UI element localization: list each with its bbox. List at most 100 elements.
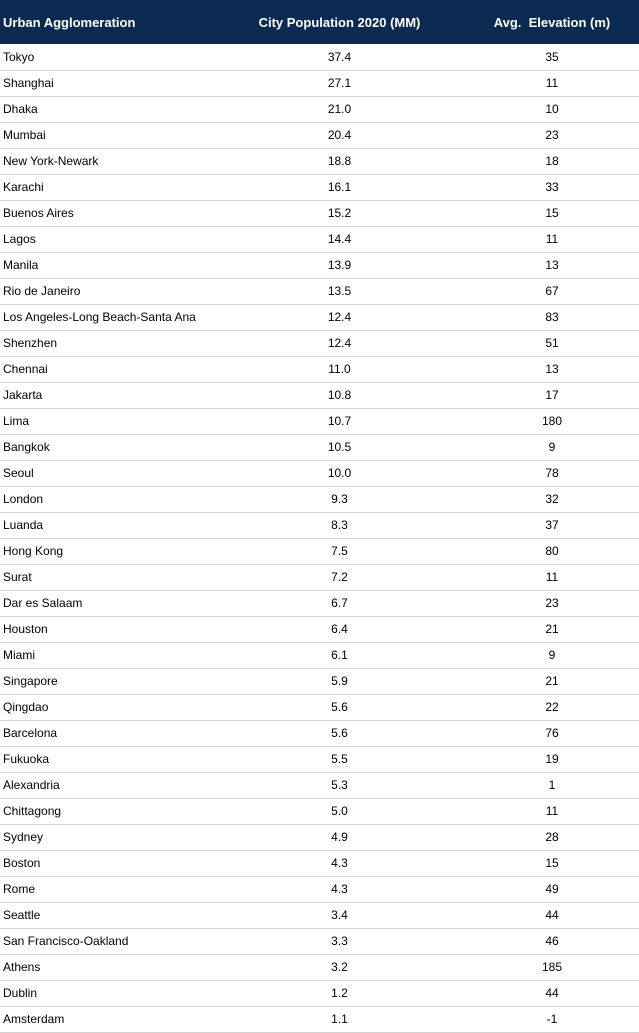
population-cell: 16.1 [214,174,465,201]
city-name-cell: Seoul [0,460,214,487]
table-row: Amsterdam 1.1 -1 [0,1006,639,1033]
elevation-cell: 49 [465,876,639,903]
elevation-cell: 11 [465,564,639,591]
table-row: Los Angeles-Long Beach-Santa Ana 12.4 83 [0,304,639,331]
elevation-cell: 44 [465,902,639,929]
elevation-cell: 22 [465,694,639,721]
city-name-cell: Amsterdam [0,1006,214,1033]
city-name-cell: Seattle [0,902,214,929]
elevation-cell: 11 [465,226,639,253]
elevation-cell: 78 [465,460,639,487]
population-cell: 12.4 [214,304,465,331]
table-row: Jakarta 10.8 17 [0,382,639,409]
elevation-cell: 19 [465,746,639,773]
elevation-cell: 67 [465,278,639,305]
population-cell: 1.2 [214,980,465,1007]
population-cell: 3.4 [214,902,465,929]
elevation-cell: 13 [465,252,639,279]
elevation-cell: 1 [465,772,639,799]
table-row: Lima 10.7 180 [0,408,639,435]
population-cell: 6.1 [214,642,465,669]
population-cell: 7.5 [214,538,465,565]
elevation-cell: 15 [465,200,639,227]
elevation-cell: 21 [465,616,639,643]
population-cell: 4.3 [214,850,465,877]
population-cell: 3.2 [214,954,465,981]
city-name-cell: Lima [0,408,214,435]
column-header-city-population: City Population 2020 (MM) [214,0,465,44]
city-name-cell: Buenos Aires [0,200,214,227]
elevation-cell: 18 [465,148,639,175]
city-name-cell: Dublin [0,980,214,1007]
city-name-cell: San Francisco-Oakland [0,928,214,955]
city-name-cell: Hong Kong [0,538,214,565]
population-cell: 13.5 [214,278,465,305]
elevation-cell: 32 [465,486,639,513]
population-cell: 10.5 [214,434,465,461]
population-cell: 4.9 [214,824,465,851]
population-cell: 1.1 [214,1006,465,1033]
city-name-cell: Barcelona [0,720,214,747]
elevation-cell: 80 [465,538,639,565]
population-cell: 11.0 [214,356,465,383]
city-name-cell: Alexandria [0,772,214,799]
city-name-cell: Shenzhen [0,330,214,357]
city-name-cell: New York-Newark [0,148,214,175]
city-name-cell: Fukuoka [0,746,214,773]
city-name-cell: Tokyo [0,44,214,71]
elevation-cell: 37 [465,512,639,539]
city-name-cell: Shanghai [0,70,214,97]
population-cell: 14.4 [214,226,465,253]
population-cell: 21.0 [214,96,465,123]
population-cell: 10.8 [214,382,465,409]
population-cell: 37.4 [214,44,465,71]
table-row: Chittagong 5.0 11 [0,798,639,825]
table-row: Athens 3.2 185 [0,954,639,981]
table-row: Miami 6.1 9 [0,642,639,669]
table-row: Seattle 3.4 44 [0,902,639,929]
elevation-cell: 9 [465,434,639,461]
table-row: Dublin 1.2 44 [0,980,639,1007]
population-cell: 6.7 [214,590,465,617]
city-name-cell: Houston [0,616,214,643]
elevation-cell: 51 [465,330,639,357]
table-body: Tokyo 37.4 35 Shanghai 27.1 11 Dhaka 21.0 10 Mumb… [0,44,639,1033]
header-row: Urban Agglomeration City Population 2020… [0,0,639,44]
city-name-cell: London [0,486,214,513]
population-cell: 5.0 [214,798,465,825]
population-cell: 12.4 [214,330,465,357]
city-name-cell: Luanda [0,512,214,539]
table-row: Surat 7.2 11 [0,564,639,591]
elevation-cell: 15 [465,850,639,877]
city-name-cell: Mumbai [0,122,214,149]
population-cell: 5.5 [214,746,465,773]
city-name-cell: Los Angeles-Long Beach-Santa Ana [0,304,214,331]
column-header-urban-agglomeration: Urban Agglomeration [0,0,214,44]
elevation-cell: 44 [465,980,639,1007]
table-row: Lagos 14.4 11 [0,226,639,253]
table-row: Houston 6.4 21 [0,616,639,643]
city-name-cell: Manila [0,252,214,279]
table-row: New York-Newark 18.8 18 [0,148,639,175]
city-name-cell: Bangkok [0,434,214,461]
elevation-cell: 35 [465,44,639,71]
elevation-cell: 185 [465,954,639,981]
population-cell: 5.9 [214,668,465,695]
table-row: Singapore 5.9 21 [0,668,639,695]
city-name-cell: Chennai [0,356,214,383]
population-cell: 20.4 [214,122,465,149]
population-cell: 5.6 [214,720,465,747]
table-row: Tokyo 37.4 35 [0,44,639,71]
table-row: Alexandria 5.3 1 [0,772,639,799]
table-row: Shenzhen 12.4 51 [0,330,639,357]
table-row: Barcelona 5.6 76 [0,720,639,747]
elevation-cell: 180 [465,408,639,435]
table-row: Rio de Janeiro 13.5 67 [0,278,639,305]
population-cell: 27.1 [214,70,465,97]
population-cell: 9.3 [214,486,465,513]
city-name-cell: Surat [0,564,214,591]
city-name-cell: Jakarta [0,382,214,409]
city-name-cell: Dar es Salaam [0,590,214,617]
table-row: Rome 4.3 49 [0,876,639,903]
population-cell: 5.3 [214,772,465,799]
